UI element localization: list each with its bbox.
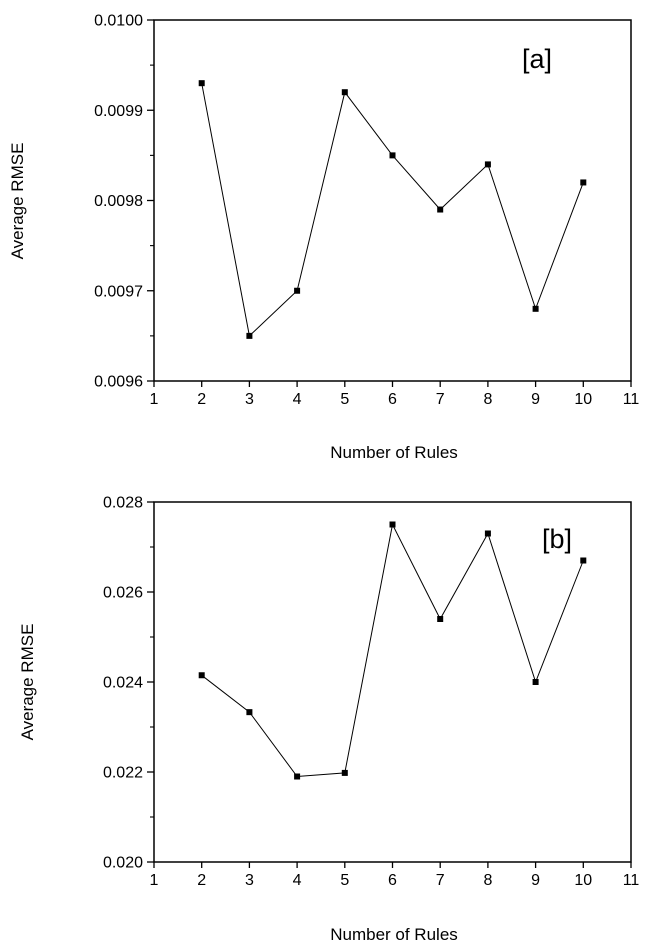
chart-b-data-point xyxy=(532,679,539,685)
chart-a-x-tick-label: 9 xyxy=(531,391,540,408)
chart-a-x-tick-label: 3 xyxy=(245,391,254,408)
chart-b-y-tick-label: 0.022 xyxy=(103,765,143,782)
chart-a-data-point xyxy=(341,89,348,96)
chart-a: [a] Number of Rules Average RMSE 1 2 3 4 5 6 7… xyxy=(8,13,639,463)
chart-a-x-tick-label: 6 xyxy=(388,391,397,408)
chart-b-data-point xyxy=(198,672,205,679)
chart-a-x-tick-label: 11 xyxy=(623,391,640,408)
chart-a-data-point xyxy=(437,206,444,213)
chart-b-panel-label: [b] xyxy=(542,524,572,554)
chart-b-series-line xyxy=(201,522,584,778)
chart-b-series xyxy=(198,521,587,780)
chart-b-y-axis-title: Average RMSE xyxy=(18,624,37,741)
chart-a-x-tick-label: 2 xyxy=(197,391,206,408)
chart-b-data-point xyxy=(341,769,348,776)
chart-b-x-tick-label: 1 xyxy=(150,872,159,889)
chart-a-x-tick-label: 5 xyxy=(340,391,349,408)
chart-b-data-point xyxy=(484,530,491,537)
chart-b-x-tick-label: 10 xyxy=(574,872,592,889)
chart-a-data-point xyxy=(198,80,205,87)
chart-b-data-point xyxy=(580,557,587,564)
chart-b-x-tick-label: 8 xyxy=(483,872,492,889)
chart-b-x-tick-label: 3 xyxy=(245,872,254,889)
chart-a-plot-frame xyxy=(153,19,632,382)
chart-a-x-tick-label: 1 xyxy=(150,391,159,408)
chart-a-data-point xyxy=(389,152,396,159)
chart-a-ticks: 1 2 3 4 5 6 7 8 9 10 11 0.0096 0.0097 0.0098 0.0099 0.0… xyxy=(94,13,639,409)
chart-a-x-tick-label: 8 xyxy=(483,391,492,408)
chart-b-x-axis-title: Number of Rules xyxy=(330,925,458,944)
chart-b: [b] Number of Rules Average RMSE 1 2 3 4 5 6 7… xyxy=(18,495,639,945)
chart-b-x-tick-label: 4 xyxy=(293,872,302,889)
chart-a-x-tick-label: 7 xyxy=(436,391,445,408)
chart-a-data-point xyxy=(484,161,491,168)
chart-a-data-point xyxy=(246,332,253,339)
chart-a-x-tick-label: 10 xyxy=(574,391,592,408)
chart-a-series xyxy=(198,80,587,339)
chart-b-data-point xyxy=(246,709,253,716)
chart-b-ticks: 1 2 3 4 5 6 7 8 9 10 11 0.020 0.022 0.024 0.026 0.028 xyxy=(103,495,639,890)
chart-b-y-tick-label: 0.026 xyxy=(103,585,143,602)
chart-a-x-tick-label: 4 xyxy=(293,391,302,408)
chart-a-y-tick-label: 0.0097 xyxy=(94,283,143,300)
chart-a-series-line xyxy=(201,83,584,337)
chart-b-plot-frame xyxy=(153,501,632,863)
chart-a-y-tick-label: 0.0099 xyxy=(94,103,143,120)
chart-b-y-tick-label: 0.024 xyxy=(103,675,143,692)
chart-a-y-tick-label: 0.0098 xyxy=(94,193,143,210)
chart-b-x-tick-label: 5 xyxy=(340,872,349,889)
chart-b-x-tick-label: 11 xyxy=(623,872,640,889)
chart-b-x-tick-label: 6 xyxy=(388,872,397,889)
chart-b-data-point xyxy=(389,521,396,528)
chart-b-x-tick-label: 7 xyxy=(436,872,445,889)
chart-a-y-tick-label: 0.0096 xyxy=(94,374,143,391)
chart-b-x-tick-label: 2 xyxy=(197,872,206,889)
chart-b-x-tick-label: 9 xyxy=(531,872,540,889)
chart-a-y-tick-label: 0.0100 xyxy=(94,13,143,30)
chart-a-data-point xyxy=(580,179,587,186)
chart-b-data-point xyxy=(437,616,444,622)
chart-a-y-axis-title: Average RMSE xyxy=(8,143,27,260)
chart-a-data-point xyxy=(532,305,539,312)
chart-a-data-point xyxy=(294,287,301,294)
chart-b-y-tick-label: 0.028 xyxy=(103,495,143,512)
chart-a-x-axis-title: Number of Rules xyxy=(330,443,458,462)
chart-a-panel-label: [a] xyxy=(522,44,552,74)
chart-b-data-point xyxy=(294,773,301,780)
chart-b-y-tick-label: 0.020 xyxy=(103,855,143,872)
